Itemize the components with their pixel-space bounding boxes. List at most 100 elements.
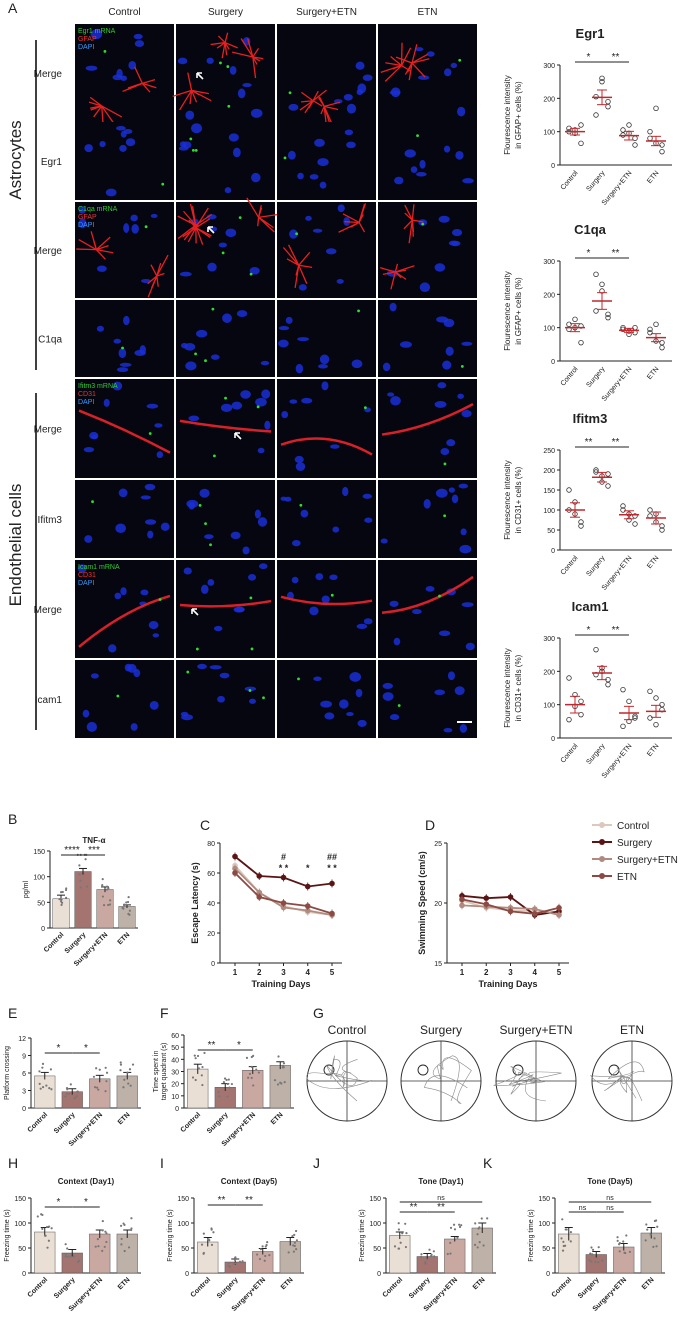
micrograph-r5-c1: [176, 480, 275, 558]
data-point: [73, 1097, 77, 1100]
nucleus-dot: [191, 123, 203, 134]
nucleus-dot: [321, 595, 330, 604]
data-point: [566, 716, 572, 723]
nucleus-dot: [394, 176, 404, 185]
panel-letter-J: J: [313, 1155, 320, 1171]
nucleus-dot: [412, 609, 422, 615]
x-tick-label: 2: [257, 968, 262, 977]
data-point: [255, 1253, 259, 1256]
data-point: [223, 1077, 227, 1080]
micrograph-background: [75, 24, 174, 122]
row-label-4: Merge: [34, 425, 63, 436]
data-point: [233, 1262, 236, 1266]
nucleus-dot: [346, 712, 354, 717]
astrocyte-process: [390, 56, 402, 67]
nucleus-dot: [231, 401, 243, 410]
data-point: [196, 1054, 200, 1058]
astrocyte-process: [93, 241, 98, 250]
data-point: [647, 128, 653, 135]
data-point: [60, 903, 63, 906]
mrna-signal-dot: [144, 225, 148, 229]
row-label-3: C1qa: [38, 335, 62, 346]
data-point: [105, 1240, 108, 1244]
data-point: [69, 1255, 73, 1258]
nucleus-dot: [179, 271, 192, 277]
data-point: [393, 1245, 397, 1248]
nucleus-dot: [257, 517, 268, 527]
nucleus-dot: [389, 600, 399, 607]
data-point: [95, 1067, 98, 1070]
nucleus-dot: [140, 589, 149, 596]
astrocyte-process: [95, 236, 111, 251]
y-tick-label: 9: [22, 1054, 26, 1061]
vessel-segment: [280, 595, 373, 606]
nucleus-dot: [219, 672, 230, 679]
data-point: [226, 1095, 229, 1098]
stain-legend-4-2: DAPI: [78, 399, 94, 406]
data-point: [560, 1237, 563, 1240]
data-point: [79, 879, 82, 882]
data-point: [569, 1230, 573, 1234]
micrograph-r1-c0: [75, 122, 174, 200]
nucleus-dot: [445, 346, 454, 356]
micrograph-background: [378, 480, 477, 558]
nucleus-dot: [333, 99, 343, 104]
y-tick-label: 150: [14, 1196, 26, 1203]
data-point: [578, 711, 584, 718]
mrna-signal-dot: [204, 522, 207, 526]
nucleus-dot: [144, 519, 157, 525]
white-arrow-icon: [234, 432, 242, 440]
mrna-signal-dot: [211, 307, 215, 311]
nucleus-dot: [297, 337, 310, 342]
data-point: [96, 1086, 99, 1089]
x-tick-label: ETN: [646, 170, 660, 185]
white-arrow-icon: [207, 226, 215, 234]
nucleus-dot: [229, 65, 237, 75]
nucleus-dot: [217, 695, 225, 703]
nucleus-dot: [248, 574, 257, 581]
astrocyte-process: [224, 42, 228, 56]
data-point: [127, 896, 130, 899]
series-point: [531, 906, 538, 912]
nucleus-dot: [147, 530, 154, 539]
data-point: [107, 903, 110, 907]
chart-title: Context (Day1): [58, 1177, 115, 1186]
nucleus-dot: [278, 326, 290, 331]
micrograph-r2-c1: [176, 197, 283, 298]
data-point: [38, 1082, 41, 1085]
data-point: [591, 1253, 594, 1256]
nucleus-dot: [232, 147, 241, 158]
mrna-signal-dot: [438, 594, 441, 598]
line-chart-swimming-speed: 15 20 25 1 2 3 4 5 Training Days Swimming Speed (…: [417, 841, 569, 989]
data-point: [212, 1231, 215, 1234]
micrograph-r6-c0: [75, 560, 174, 658]
bar: [116, 1233, 138, 1274]
group-label-endothelial: Endothelial cells: [6, 484, 25, 607]
astrocyte-process: [76, 248, 97, 251]
data-point: [93, 1086, 97, 1089]
micrograph-r0-c3: [378, 24, 477, 122]
micrograph-r3-c1: [176, 300, 275, 377]
bar: [444, 1238, 466, 1274]
y-tick-label: 0: [175, 1106, 179, 1113]
nucleus-dot: [128, 60, 137, 70]
nucleus-dot: [301, 397, 313, 404]
significance-label: *: [84, 1197, 88, 1208]
nucleus-dot: [419, 282, 431, 293]
significance-label: **: [410, 1202, 418, 1213]
astrocyte-process: [411, 58, 430, 64]
astrocyte-process: [96, 244, 109, 251]
data-point: [129, 1084, 132, 1087]
x-tick-label: 5: [330, 968, 335, 977]
data-point: [191, 1076, 195, 1079]
x-tick-label: 5: [557, 968, 562, 977]
nucleus-dot: [288, 103, 299, 111]
data-point: [432, 1250, 435, 1253]
nucleus-dot: [123, 223, 130, 233]
y-tick-label: 0: [546, 1271, 550, 1278]
nucleus-dot: [332, 526, 340, 533]
nucleus-dot: [285, 316, 293, 324]
data-point: [41, 1066, 44, 1069]
nucleus-dot: [393, 637, 401, 646]
